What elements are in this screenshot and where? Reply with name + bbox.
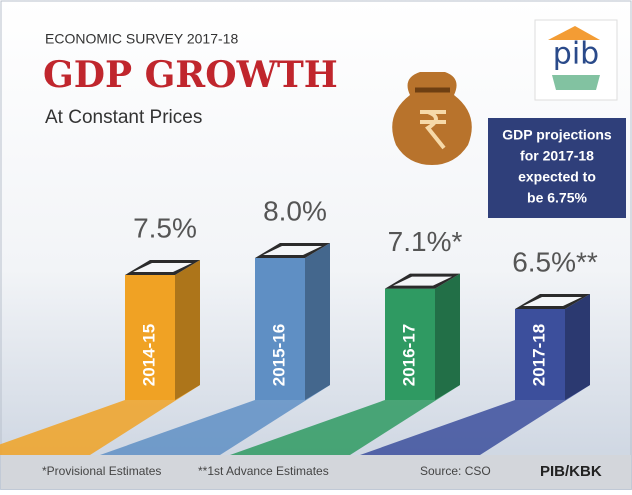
bar-side bbox=[565, 294, 590, 400]
bar bbox=[125, 275, 175, 400]
bar-side bbox=[435, 273, 460, 400]
subtitle: At Constant Prices bbox=[45, 107, 202, 128]
callout-text: be 6.75% bbox=[527, 190, 587, 206]
callout-text: for 2017-18 bbox=[520, 148, 594, 164]
callout-text: GDP projections bbox=[502, 127, 612, 143]
logo-band bbox=[552, 75, 600, 90]
bar-top-inner bbox=[523, 297, 582, 306]
category-label: 2016-17 bbox=[399, 324, 418, 386]
footer bbox=[1, 455, 631, 489]
category-label: 2017-18 bbox=[529, 324, 548, 386]
note: **1st Advance Estimates bbox=[198, 464, 329, 478]
supertitle: ECONOMIC SURVEY 2017-18 bbox=[45, 31, 238, 47]
source: Source: CSO bbox=[420, 464, 491, 478]
logo-text: pib bbox=[553, 37, 599, 72]
callout-box bbox=[488, 118, 626, 218]
bar bbox=[385, 288, 435, 400]
ribbon bbox=[0, 385, 200, 455]
value-label: 7.1%* bbox=[388, 226, 463, 257]
bar bbox=[515, 309, 565, 400]
value-label: 6.5%** bbox=[512, 246, 598, 277]
ribbon bbox=[100, 385, 330, 455]
note: *Provisional Estimates bbox=[42, 464, 161, 478]
bar-side bbox=[305, 243, 330, 400]
value-label: 8.0% bbox=[263, 195, 327, 226]
category-label: 2015-16 bbox=[269, 324, 288, 386]
ribbon bbox=[230, 385, 460, 455]
bar-top-inner bbox=[393, 276, 452, 286]
bar-top-inner bbox=[133, 263, 192, 272]
credit: PIB/KBK bbox=[540, 463, 602, 480]
ribbon bbox=[360, 385, 590, 455]
bar-top-inner bbox=[263, 246, 322, 255]
title: GDP GROWTH bbox=[43, 54, 338, 96]
bar-side bbox=[175, 260, 200, 400]
callout-text: expected to bbox=[518, 169, 596, 185]
bar bbox=[255, 258, 305, 400]
rupee-icon bbox=[420, 110, 446, 150]
category-label: 2014-15 bbox=[139, 324, 158, 386]
money-bag bbox=[392, 72, 472, 165]
logo-shape bbox=[548, 26, 600, 40]
value-label: 7.5% bbox=[133, 212, 197, 243]
